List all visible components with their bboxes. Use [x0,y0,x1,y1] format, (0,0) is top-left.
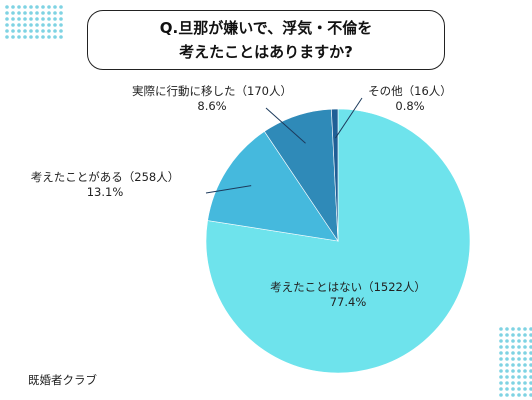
dot-pattern-bottom-right [499,327,532,397]
pie-slice-thought [207,130,339,242]
chart-title-box: Q.旦那が嫌いで、浮気・不倫を 考えたことはありますか? [87,10,445,70]
slice-label-acted: 実際に行動に移した（170人） 8.6% [132,84,292,114]
leader-line-thought [205,185,252,194]
slice-label-thought: 考えたことがある（258人） 13.1% [30,170,180,200]
slice-label-never: 考えたことはない（1522人） 77.4% [258,280,438,310]
slice-label-never-name: 考えたことはない（1522人） [270,280,426,294]
leader-line-other [334,97,363,139]
leader-line-acted [265,107,306,144]
slice-label-other: その他（16人） 0.8% [360,84,460,114]
slice-label-never-percent: 77.4% [329,295,367,309]
chart-title-line-1: Q.旦那が嫌いで、浮気・不倫を [159,19,373,37]
pie-slice-other [331,108,339,242]
slice-label-other-percent: 0.8% [395,99,425,113]
slice-label-acted-percent: 8.6% [197,99,227,113]
dot-pattern-top-left [5,5,63,39]
slice-label-other-name: その他（16人） [368,84,452,98]
slice-label-thought-percent: 13.1% [86,185,124,199]
chart-title-line-2: 考えたことはありますか? [179,43,353,61]
source-label: 既婚者クラブ [28,373,97,387]
slice-label-acted-name: 実際に行動に移した（170人） [132,84,292,98]
slice-label-thought-name: 考えたことがある（258人） [30,170,180,184]
